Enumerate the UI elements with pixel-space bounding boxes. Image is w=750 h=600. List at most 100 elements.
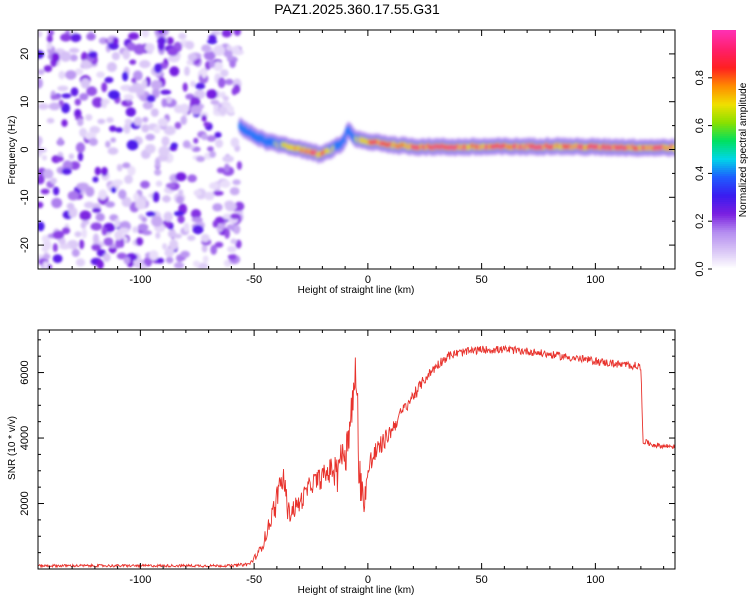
noise-blob [75, 142, 86, 153]
noise-blob [235, 239, 242, 249]
noise-blob [60, 51, 72, 62]
colorbar-cell [712, 59, 736, 63]
colorbar-cell [712, 121, 736, 125]
colorbar-cell [712, 97, 736, 101]
spec-x-tick-label: 0 [365, 274, 371, 286]
noise-blob [38, 221, 45, 232]
colorbar-label: Normalized spectral amplitude [738, 82, 749, 217]
noise-blob [155, 257, 165, 264]
spectrogram-x-axis-label: Height of straight line (km) [298, 285, 415, 296]
colorbar-cell [712, 249, 736, 252]
noise-blob [41, 246, 49, 252]
noise-blob [114, 218, 121, 228]
noise-blob [213, 61, 224, 72]
noise-blob [215, 139, 224, 148]
noise-blob [133, 261, 145, 268]
noise-blob [162, 219, 172, 228]
snr-y-axis: 2000 4000 6000 [19, 339, 675, 570]
noise-blob [190, 105, 203, 115]
noise-blob [38, 103, 49, 110]
noise-blob [96, 259, 104, 269]
colorbar-cell [712, 239, 736, 242]
noise-blob [38, 151, 43, 158]
noise-blob [142, 116, 149, 123]
noise-blob [94, 166, 101, 176]
spec-y-tick-label: 0 [19, 146, 31, 152]
noise-blob [89, 125, 101, 134]
noise-blob [108, 90, 120, 100]
noise-blob [92, 97, 104, 108]
colorbar-cell [712, 77, 736, 81]
noise-blob [209, 182, 220, 190]
noise-blob [217, 77, 226, 89]
colorbar-cell [712, 103, 736, 107]
noise-blob [127, 165, 136, 176]
noise-blob [177, 215, 185, 224]
noise-blob [140, 180, 150, 189]
noise-blob [182, 82, 188, 92]
noise-blob [59, 243, 71, 250]
spec-y-tick-label: -10 [19, 189, 31, 205]
noise-blob [163, 125, 176, 136]
noise-blob [230, 238, 237, 245]
noise-blob [81, 228, 88, 239]
noise-blob [185, 40, 195, 50]
noise-blob [224, 163, 230, 173]
colorbar-cell [712, 231, 736, 234]
colorbar-cell [712, 209, 736, 212]
snr-plot-frame [37, 329, 676, 570]
spectrogram-noise-region [38, 30, 245, 269]
noise-blob [232, 179, 241, 186]
colorbar-cell [712, 57, 736, 61]
colorbar-cell [712, 45, 736, 49]
noise-blob [98, 189, 108, 200]
noise-blob [200, 233, 210, 243]
colorbar-cell [712, 73, 736, 77]
noise-blob [201, 244, 208, 253]
noise-blob [132, 226, 139, 233]
spec-x-tick-label: -50 [246, 274, 262, 286]
snr-x-tick-label: -100 [129, 574, 151, 586]
noise-blob [141, 216, 148, 223]
colorbar-cell [712, 223, 736, 226]
noise-blob [126, 139, 139, 151]
noise-blob [206, 89, 218, 100]
noise-blob [227, 246, 237, 253]
colorbar-cell [712, 87, 736, 91]
noise-blob [132, 70, 143, 81]
noise-blob [116, 252, 127, 260]
noise-blob [62, 227, 71, 235]
noise-blob [127, 86, 140, 93]
noise-blob [162, 243, 168, 250]
noise-blob [101, 82, 108, 93]
noise-blob [233, 30, 241, 36]
noise-blob [217, 223, 226, 230]
spectrogram-ridge [238, 117, 675, 164]
noise-blob [214, 131, 222, 139]
snr-x-axis-label: Height of straight line (km) [298, 585, 415, 596]
noise-blob [115, 238, 122, 249]
noise-blob [195, 82, 206, 90]
noise-blob [182, 140, 191, 149]
noise-blob [170, 142, 178, 149]
noise-blob [123, 94, 134, 101]
colorbar-cell [712, 41, 736, 45]
noise-blob [145, 211, 156, 217]
colorbar-cell [712, 30, 736, 33]
noise-blob [42, 155, 47, 161]
noise-blob [137, 223, 149, 232]
colorbar-cell [712, 195, 736, 198]
colorbar-cell [712, 37, 736, 41]
noise-blob [236, 161, 242, 170]
noise-blob [122, 162, 131, 169]
noise-blob [210, 244, 218, 255]
noise-blob [38, 77, 43, 89]
noise-blob [123, 256, 131, 265]
noise-blob [133, 43, 146, 55]
colorbar-tick-label: 0.4 [694, 166, 706, 181]
colorbar-cell [712, 199, 736, 202]
noise-blob [158, 146, 170, 157]
colorbar-cell [712, 173, 736, 176]
snr-y-tick-label: 4000 [19, 426, 31, 450]
noise-blob [51, 52, 60, 63]
